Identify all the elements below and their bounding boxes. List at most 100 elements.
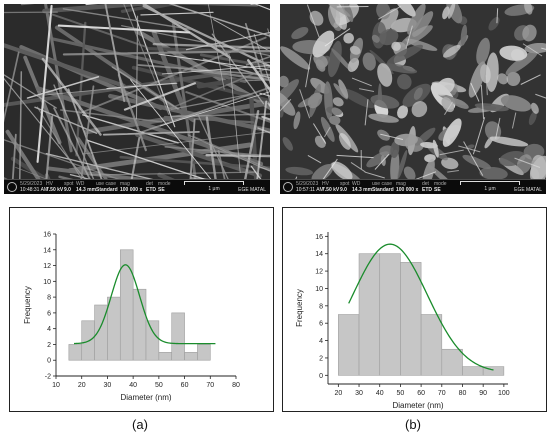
sem-fiber [34, 106, 98, 134]
sem-flake-edge [350, 162, 366, 173]
sem-flake-edge [412, 171, 437, 180]
sem-fiber [246, 59, 270, 93]
instrument-logo-icon [7, 182, 17, 192]
sem-flake [411, 101, 428, 118]
y-tick-label: 0 [47, 358, 51, 365]
sem-flake [338, 133, 351, 150]
sem-flake [427, 164, 458, 180]
gaussian-fit-line [348, 243, 494, 371]
sem-fiber [67, 88, 103, 180]
x-axis-label: Diameter (nm) [392, 401, 443, 410]
sem-flake-edge [405, 25, 413, 49]
sem-flake [280, 75, 289, 88]
sem-flake [466, 144, 475, 150]
sem-flake [280, 46, 311, 70]
x-tick-label: 30 [355, 390, 363, 397]
sem-info-bar: 5/29/2023 10:57:11 AM HV 7.50 kV spot 9.0 W… [280, 179, 546, 194]
sem-fiber [190, 68, 270, 82]
sem-flake [435, 77, 455, 96]
sem-fiber [256, 100, 268, 180]
sem-fiber [53, 84, 95, 180]
sem-fiber [147, 4, 182, 11]
sem-flake [529, 155, 546, 180]
sem-fiber [15, 166, 51, 180]
sem-flake [331, 161, 353, 180]
sem-flake-edge [364, 171, 385, 179]
sem-flake [343, 32, 355, 44]
sem-flake [443, 44, 461, 58]
sem-fiber [170, 93, 252, 110]
sem-fiber [193, 136, 270, 170]
sem-flake-edge [364, 99, 369, 126]
sem-flake [442, 6, 450, 20]
sem-fiber [121, 25, 270, 57]
sem-fiber [187, 134, 270, 172]
histogram-bar [420, 314, 443, 376]
histogram-bar [184, 352, 198, 361]
sem-flake [460, 24, 468, 46]
histogram-bar [400, 262, 422, 376]
sem-flake [291, 27, 309, 40]
sem-flake [506, 71, 521, 86]
sem-flake-edge [470, 82, 480, 102]
histogram-bar [482, 366, 505, 376]
sem-flake [476, 37, 490, 66]
sem-flake-edge [305, 54, 312, 88]
sem-fiber [244, 23, 270, 104]
sem-flake-edge [324, 28, 351, 47]
sem-fiber [80, 85, 95, 180]
histogram-chart-a: 10 20 30 40 50 60 70 80 -2 0 2 4 6 8 10 12 14 16 Diameter … [23, 232, 240, 403]
x-tick-label: 50 [397, 390, 405, 397]
sem-fiber [62, 8, 192, 30]
sem-flake [280, 90, 296, 116]
sem-flake [332, 97, 344, 107]
sem-fiber [19, 71, 23, 180]
x-tick-label: 20 [334, 390, 342, 397]
sem-fiber [196, 73, 270, 89]
sem-fiber [75, 21, 87, 157]
y-tick-label: 16 [43, 232, 51, 239]
sem-flake-edge [511, 112, 517, 129]
sem-flake [442, 118, 462, 147]
sem-flake [479, 166, 508, 180]
sem-flake [309, 10, 324, 26]
sem-fiber [189, 118, 196, 180]
sem-flake [500, 95, 532, 112]
sem-flake [432, 139, 439, 158]
x-tick-label: 40 [129, 382, 137, 389]
sem-flake-edge [299, 89, 311, 119]
sem-flake [413, 87, 423, 100]
sem-fiber [250, 165, 263, 180]
sem-fiber [117, 73, 147, 152]
histogram-bar [171, 312, 185, 361]
sem-fiber [199, 53, 270, 69]
sem-fiber [119, 155, 270, 170]
gaussian-fit-line [73, 264, 216, 345]
y-tick-label: 14 [43, 247, 51, 254]
sem-fiber [185, 91, 270, 123]
y-tick-label: 4 [319, 338, 323, 345]
sem-fiber [89, 171, 257, 176]
sem-fiber [141, 4, 231, 59]
sem-fiber [130, 79, 213, 180]
y-tick-label: -2 [45, 374, 51, 381]
sem-fiber [131, 65, 270, 103]
sem-flake [320, 116, 335, 142]
sem-fiber [213, 19, 270, 52]
sem-fiber [228, 53, 241, 173]
y-tick-label: 10 [43, 279, 51, 286]
sem-fiber [196, 113, 230, 180]
x-tick-label: 80 [232, 382, 240, 389]
sem-flake [524, 4, 533, 15]
sem-flake-edge [380, 133, 404, 141]
sem-fiber [205, 154, 270, 158]
sem-fiber [152, 43, 270, 49]
y-tick-label: 10 [315, 286, 323, 293]
sem-flake [340, 88, 375, 109]
sem-flake [390, 140, 400, 158]
histogram-chart-b: 20 30 40 50 60 70 80 90 100 0 2 4 6 8 10 12 14 16 Diameter… [295, 232, 510, 410]
sem-flake [505, 50, 539, 75]
sem-flake-edge [496, 8, 499, 24]
sem-fiber [130, 137, 141, 180]
y-tick-label: 4 [47, 326, 51, 333]
